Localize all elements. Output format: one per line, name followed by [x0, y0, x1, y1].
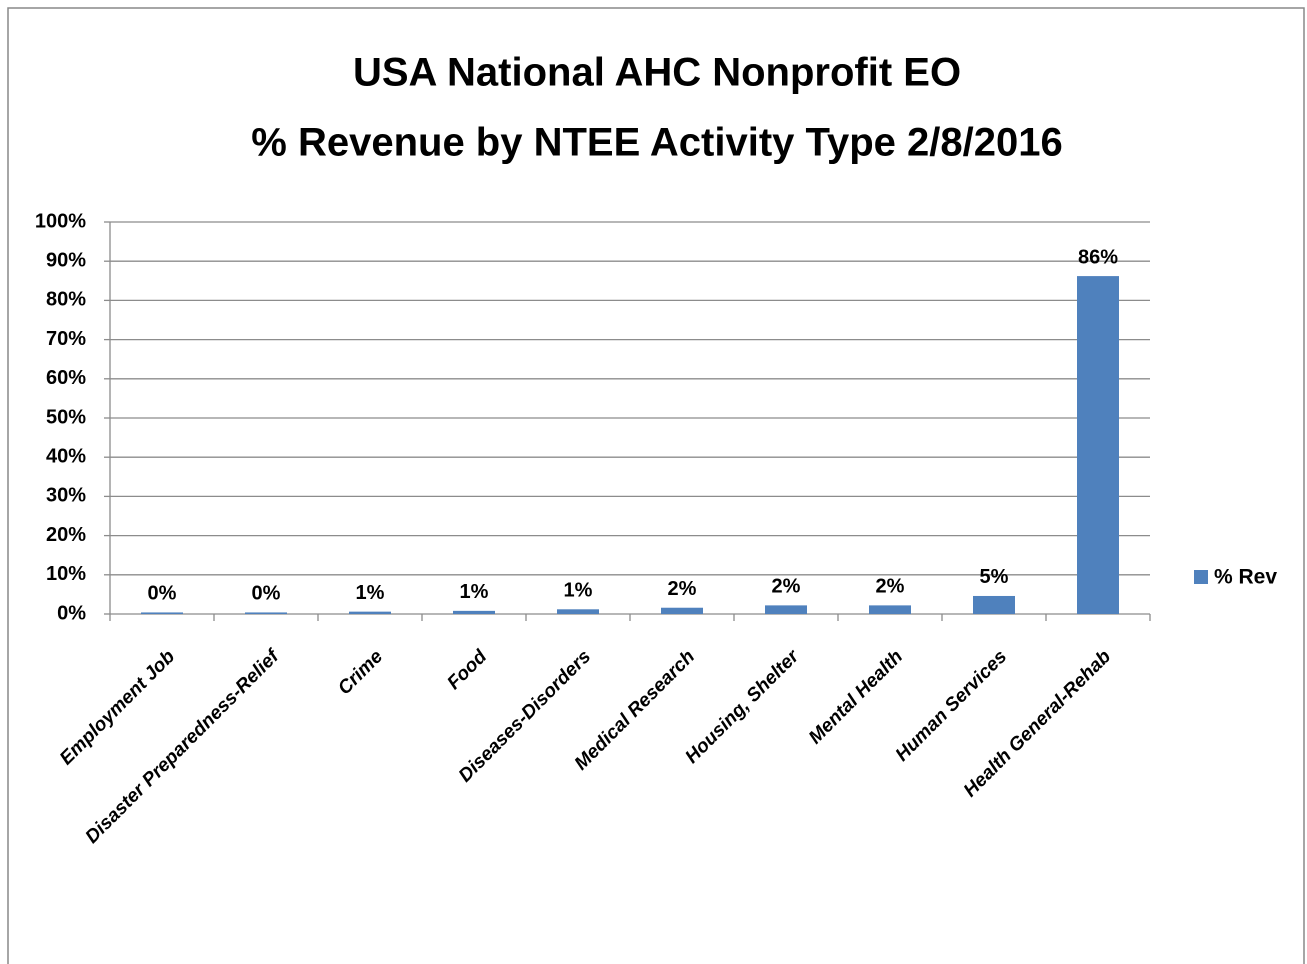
bar [869, 605, 911, 614]
y-tick-label: 10% [46, 563, 86, 585]
y-tick-label: 0% [57, 602, 86, 624]
bar [349, 611, 391, 614]
data-label: 1% [460, 581, 489, 603]
data-label: 86% [1078, 246, 1118, 268]
data-label: 0% [252, 583, 281, 605]
y-tick-label: 20% [46, 524, 86, 546]
y-tick-label: 80% [46, 289, 86, 311]
bar [973, 595, 1015, 614]
legend-swatch [1194, 570, 1208, 584]
data-label: 2% [668, 578, 697, 600]
data-label: 0% [148, 583, 177, 605]
y-tick-label: 50% [46, 406, 86, 428]
bar [1077, 276, 1119, 614]
chart-title: USA National AHC Nonprofit EO [353, 51, 961, 95]
y-tick-label: 40% [46, 445, 86, 467]
y-tick-label: 30% [46, 485, 86, 507]
data-label: 1% [564, 580, 593, 602]
bar [453, 610, 495, 614]
bar [765, 605, 807, 614]
y-tick-label: 100% [35, 210, 86, 232]
bar [141, 612, 183, 614]
chart-subtitle: % Revenue by NTEE Activity Type 2/8/2016 [251, 121, 1062, 165]
data-label: 2% [772, 576, 801, 598]
legend-label: % Rev [1214, 566, 1277, 589]
y-tick-label: 60% [46, 367, 86, 389]
data-label: 5% [980, 566, 1009, 588]
y-tick-label: 70% [46, 328, 86, 350]
data-label: 1% [356, 582, 385, 604]
bar [557, 609, 599, 614]
y-tick-label: 90% [46, 249, 86, 271]
data-label: 2% [876, 576, 905, 598]
bar [661, 607, 703, 614]
bar [245, 612, 287, 614]
